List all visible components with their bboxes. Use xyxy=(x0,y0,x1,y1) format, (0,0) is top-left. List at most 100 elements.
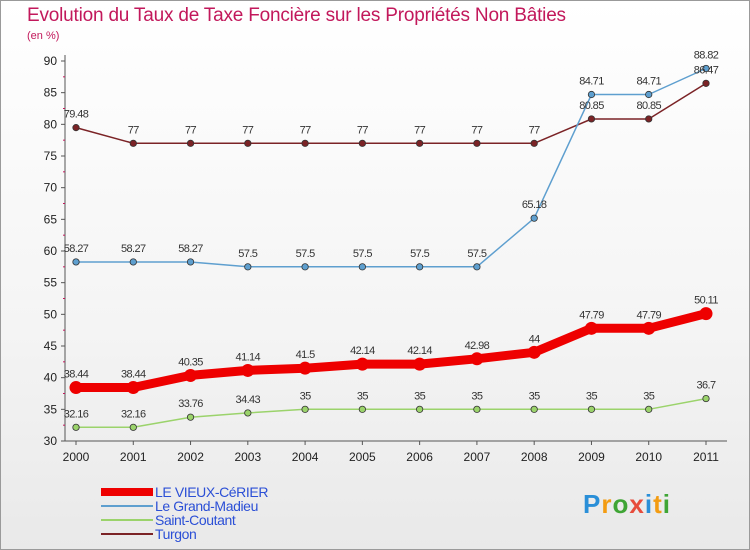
data-point xyxy=(186,413,195,421)
data-point xyxy=(358,263,366,271)
data-point xyxy=(72,124,80,132)
data-label: 77 xyxy=(128,124,140,136)
data-label: 41.5 xyxy=(296,349,315,361)
data-label: 77 xyxy=(529,124,541,136)
legend-swatch xyxy=(101,533,153,535)
y-tick-label: 90 xyxy=(44,54,58,68)
data-point xyxy=(413,357,427,371)
logo-letter: P xyxy=(583,489,602,519)
data-label: 57.5 xyxy=(410,248,429,260)
data-label: 77 xyxy=(414,124,426,136)
logo-letter: t xyxy=(653,489,663,519)
logo-letter: r xyxy=(601,489,613,519)
line-chart: 30 35 40 45 50 55 60 65 70 75 80 85 90 2000 2001 2002 20… xyxy=(44,49,727,464)
data-point xyxy=(241,363,255,377)
data-point xyxy=(416,139,424,147)
data-point xyxy=(72,423,80,431)
legend-swatch xyxy=(101,488,153,496)
data-point xyxy=(642,321,656,335)
data-point xyxy=(587,405,596,413)
data-label: 50.11 xyxy=(694,295,718,307)
data-point xyxy=(702,64,710,73)
series-layer xyxy=(69,64,713,431)
data-point xyxy=(702,394,710,403)
series-line-1 xyxy=(75,67,707,268)
data-point xyxy=(358,405,366,413)
data-point xyxy=(645,405,653,413)
data-label: 42.14 xyxy=(407,345,432,357)
x-tick-label: 2003 xyxy=(234,450,261,464)
logo-letter: o xyxy=(612,489,630,519)
data-label: 65.18 xyxy=(522,199,547,211)
data-label: 35 xyxy=(529,390,541,402)
y-tick-label: 85 xyxy=(44,86,58,100)
y-tick-label: 80 xyxy=(44,117,58,131)
data-point xyxy=(527,345,541,359)
x-tick-label: 2006 xyxy=(406,450,433,464)
x-tick-label: 2010 xyxy=(635,450,662,464)
x-tick-label: 2000 xyxy=(63,450,90,464)
data-label: 42.14 xyxy=(350,345,375,357)
data-label: 38.44 xyxy=(64,369,89,381)
y-tick-label: 35 xyxy=(44,402,58,416)
y-tick-label: 75 xyxy=(44,149,58,163)
data-point xyxy=(69,381,83,395)
data-label: 36.7 xyxy=(696,380,715,392)
data-label: 40.35 xyxy=(178,356,203,368)
data-point xyxy=(645,115,653,123)
y-tick-label: 40 xyxy=(44,371,58,385)
data-point xyxy=(244,409,252,417)
data-label: 58.27 xyxy=(178,243,203,255)
data-point xyxy=(244,139,252,147)
y-tick-label: 60 xyxy=(44,244,58,258)
data-label: 34.43 xyxy=(236,394,261,406)
data-label: 80.85 xyxy=(636,100,661,112)
legend-swatch xyxy=(101,519,153,521)
value-labels: 79.48 77 77 77 77 77 77 77 77 80.85 80.85 86.47 58.2… xyxy=(64,49,720,420)
data-label: 57.5 xyxy=(467,248,486,260)
data-label: 57.5 xyxy=(296,248,315,260)
data-label: 32.16 xyxy=(121,408,146,420)
data-label: 47.79 xyxy=(636,309,661,321)
x-tick-label: 2008 xyxy=(521,450,548,464)
data-point xyxy=(699,307,713,321)
legend-label: Saint-Coutant xyxy=(155,512,236,528)
data-label: 80.85 xyxy=(579,100,604,112)
data-label: 77 xyxy=(242,124,254,136)
data-point xyxy=(126,381,140,395)
data-point xyxy=(587,115,596,123)
data-point xyxy=(473,139,481,147)
data-label: 35 xyxy=(586,390,598,402)
data-point xyxy=(301,139,309,147)
legend-swatch xyxy=(101,505,153,507)
y-tick-label: 50 xyxy=(44,307,58,321)
data-label: 47.79 xyxy=(579,309,604,321)
axes: 30 35 40 45 50 55 60 65 70 75 80 85 90 2000 2001 2002 20… xyxy=(44,54,727,464)
data-label: 35 xyxy=(357,390,369,402)
x-tick-label: 2004 xyxy=(292,450,319,464)
data-point xyxy=(530,139,538,147)
data-label: 57.5 xyxy=(238,248,257,260)
data-point xyxy=(587,90,596,99)
data-label: 41.14 xyxy=(236,351,261,363)
data-label: 77 xyxy=(471,124,483,136)
data-point xyxy=(129,423,137,431)
x-tick-label: 2001 xyxy=(120,450,147,464)
logo-letter: x xyxy=(629,489,645,519)
y-tick-label: 55 xyxy=(44,276,58,290)
data-label: 79.48 xyxy=(64,109,89,121)
data-label: 42.98 xyxy=(465,340,490,352)
data-label: 32.16 xyxy=(64,408,89,420)
data-point xyxy=(301,405,309,413)
data-label: 44 xyxy=(529,333,541,345)
x-tick-label: 2011 xyxy=(693,450,719,464)
data-label: 35 xyxy=(300,390,312,402)
series-line-3 xyxy=(75,82,707,145)
data-point xyxy=(184,368,198,382)
logo-letter: i xyxy=(644,489,654,519)
series-line-0 xyxy=(71,309,711,392)
x-tick-label: 2007 xyxy=(464,450,491,464)
data-point xyxy=(530,214,538,222)
data-label: 57.5 xyxy=(353,248,372,260)
